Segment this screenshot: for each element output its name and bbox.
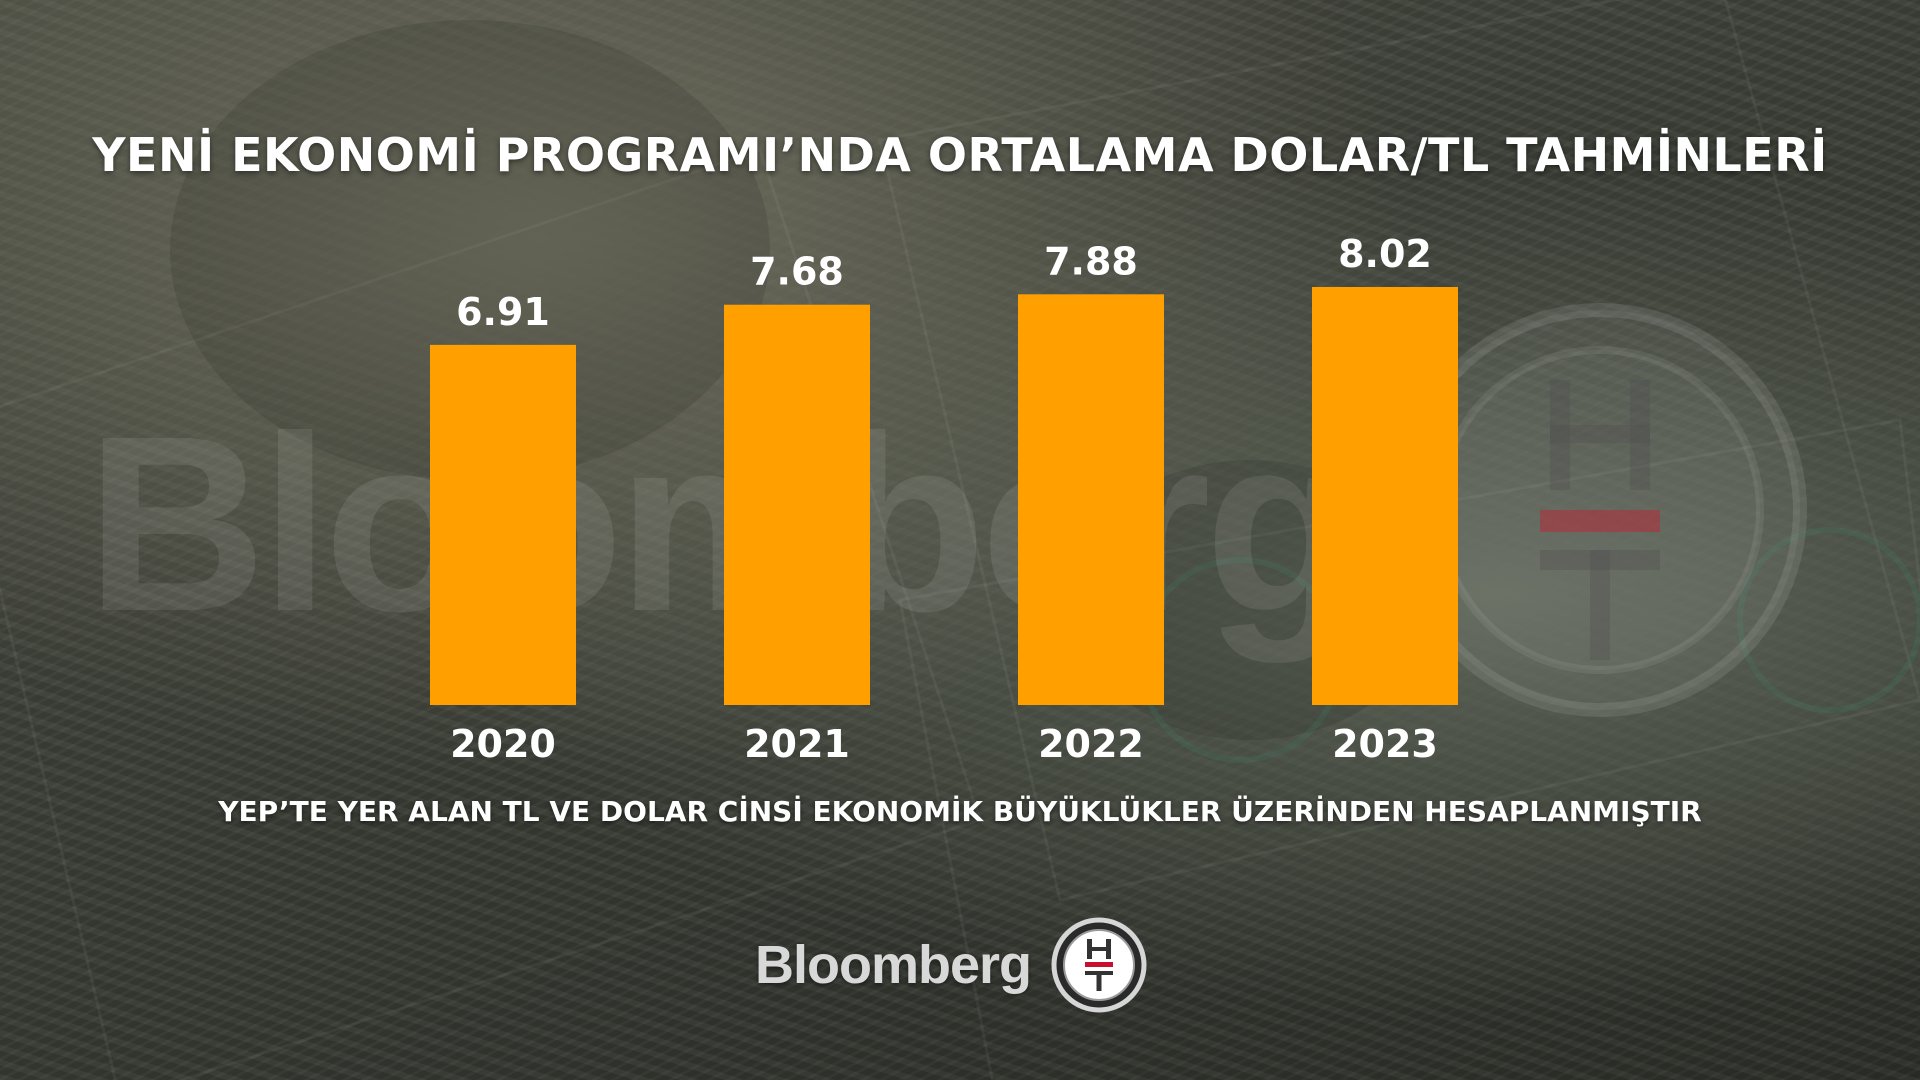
data-label-2023: 8.02 [1338, 232, 1432, 276]
x-tick-label-2021: 2021 [744, 722, 850, 766]
chart-footnote: YEP’TE YER ALAN TL VE DOLAR CİNSİ EKONOM… [218, 795, 1702, 828]
data-label-2021: 7.68 [750, 250, 844, 294]
bar-2023 [1312, 287, 1458, 705]
data-label-2020: 6.91 [456, 290, 550, 334]
ht-logo-icon [1051, 917, 1147, 1013]
bar-2021 [724, 304, 870, 705]
x-tick-label-2022: 2022 [1038, 722, 1144, 766]
bloomberg-wordmark: Bloomberg [755, 935, 1032, 995]
ht-watermark-icon [1393, 303, 1807, 717]
brand-lockup: Bloomberg [755, 915, 1147, 1015]
x-tick-label-2020: 2020 [450, 722, 556, 766]
x-tick-label-2023: 2023 [1332, 722, 1438, 766]
bar-2022 [1018, 294, 1164, 705]
bar-2020 [430, 344, 576, 705]
data-label-2022: 7.88 [1044, 239, 1138, 283]
chart-title: YENİ EKONOMİ PROGRAMI’NDA ORTALAMA DOLAR… [92, 128, 1828, 182]
